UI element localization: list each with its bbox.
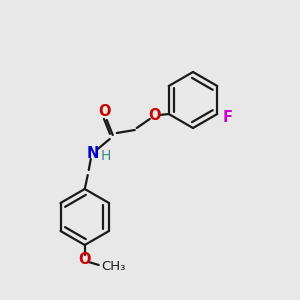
Text: F: F: [222, 110, 232, 125]
Text: N: N: [87, 146, 99, 160]
Text: H: H: [100, 149, 111, 163]
Text: O: O: [79, 251, 91, 266]
Text: O: O: [98, 104, 111, 119]
Text: CH₃: CH₃: [101, 260, 125, 274]
Text: O: O: [148, 109, 161, 124]
